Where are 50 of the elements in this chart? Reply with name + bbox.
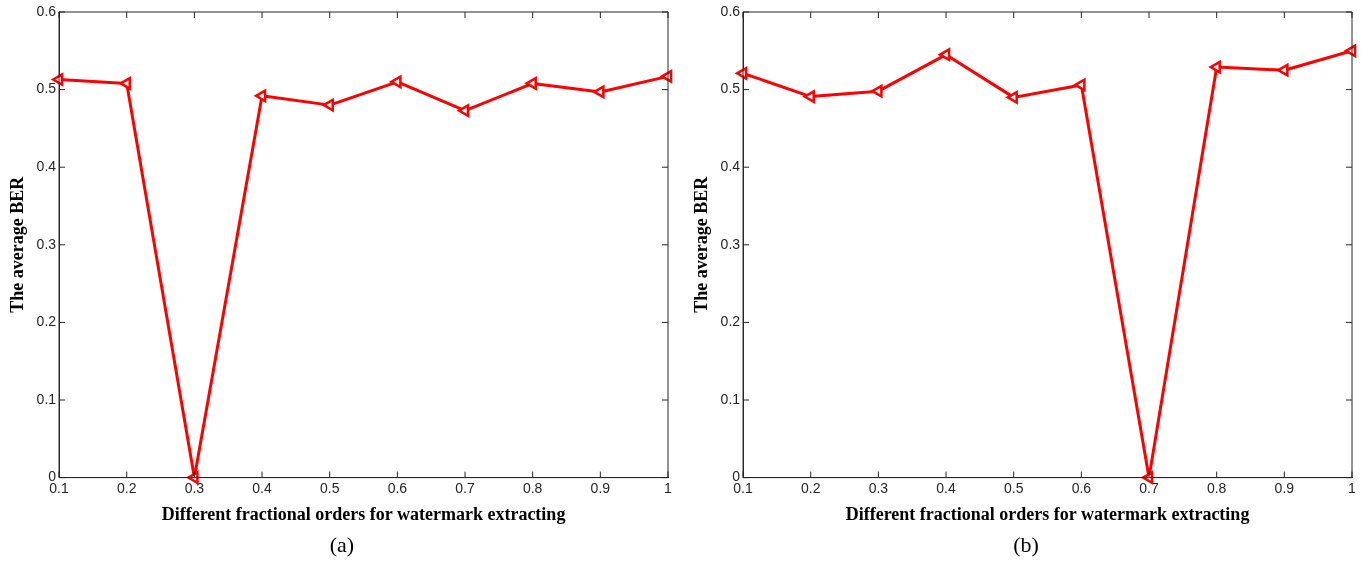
x-tick-label: 0.6	[387, 479, 408, 496]
y-tick-label: 0.5	[720, 80, 741, 97]
point	[1277, 63, 1289, 77]
x-tick-label: 0.3	[184, 479, 205, 496]
point	[1006, 90, 1018, 104]
x-tick-label: 0.4	[936, 479, 956, 496]
x-tick-label: 0.8	[1206, 479, 1227, 496]
point	[938, 48, 951, 62]
x-tick-label: 0.5	[319, 479, 340, 496]
x-tick-label: 0.4	[252, 479, 272, 496]
x-axis-title: Different fractional orders for watermark extracting	[845, 503, 1250, 524]
x-tick-label: 0.6	[1071, 479, 1092, 496]
point	[254, 89, 267, 103]
x-tick-label: 0.3	[868, 479, 889, 496]
y-tick-label: 0.3	[720, 235, 741, 252]
point	[803, 90, 815, 104]
x-tick-label: 0.2	[116, 479, 137, 496]
text: (b)	[1012, 532, 1040, 558]
x-tick-label: 0.7	[455, 479, 475, 496]
text: (a)	[328, 532, 356, 558]
y-tick-label: 0.6	[36, 2, 57, 19]
x-tick-label: 1	[664, 479, 673, 496]
point	[871, 84, 883, 98]
y-tick-label: 0.1	[36, 390, 57, 407]
point	[525, 76, 537, 90]
x-axis-title: Different fractional orders for watermark extracting	[161, 503, 566, 524]
y-tick-label: 0.4	[36, 158, 57, 175]
y-tick-label: 0.6	[720, 2, 741, 19]
y-axis-title: The average BER	[691, 175, 712, 313]
point	[1074, 78, 1086, 92]
y-axis-title: The average BER	[7, 175, 28, 313]
x-tick-label: 0.8	[522, 479, 543, 496]
y-tick-label: 0.4	[720, 158, 741, 175]
y-tick-label: 0.2	[36, 313, 57, 330]
point	[119, 76, 131, 90]
x-tick-label: 0.9	[1274, 479, 1295, 496]
x-tick-label: 0.7	[1139, 479, 1159, 496]
y-tick-label: 0.5	[36, 80, 57, 97]
x-tick-label: 0.5	[1003, 479, 1024, 496]
y-tick-label: 0.1	[720, 390, 741, 407]
point	[322, 98, 334, 112]
point	[457, 104, 470, 117]
x-tick-label: 0.9	[590, 479, 611, 496]
y-tick-label: 0.3	[36, 235, 57, 252]
y-tick-label: 0.2	[720, 313, 741, 330]
x-tick-label: 1	[1348, 479, 1357, 496]
x-tick-label: 0.2	[800, 479, 821, 496]
point	[593, 85, 605, 99]
point	[1209, 60, 1221, 74]
point	[390, 75, 402, 89]
